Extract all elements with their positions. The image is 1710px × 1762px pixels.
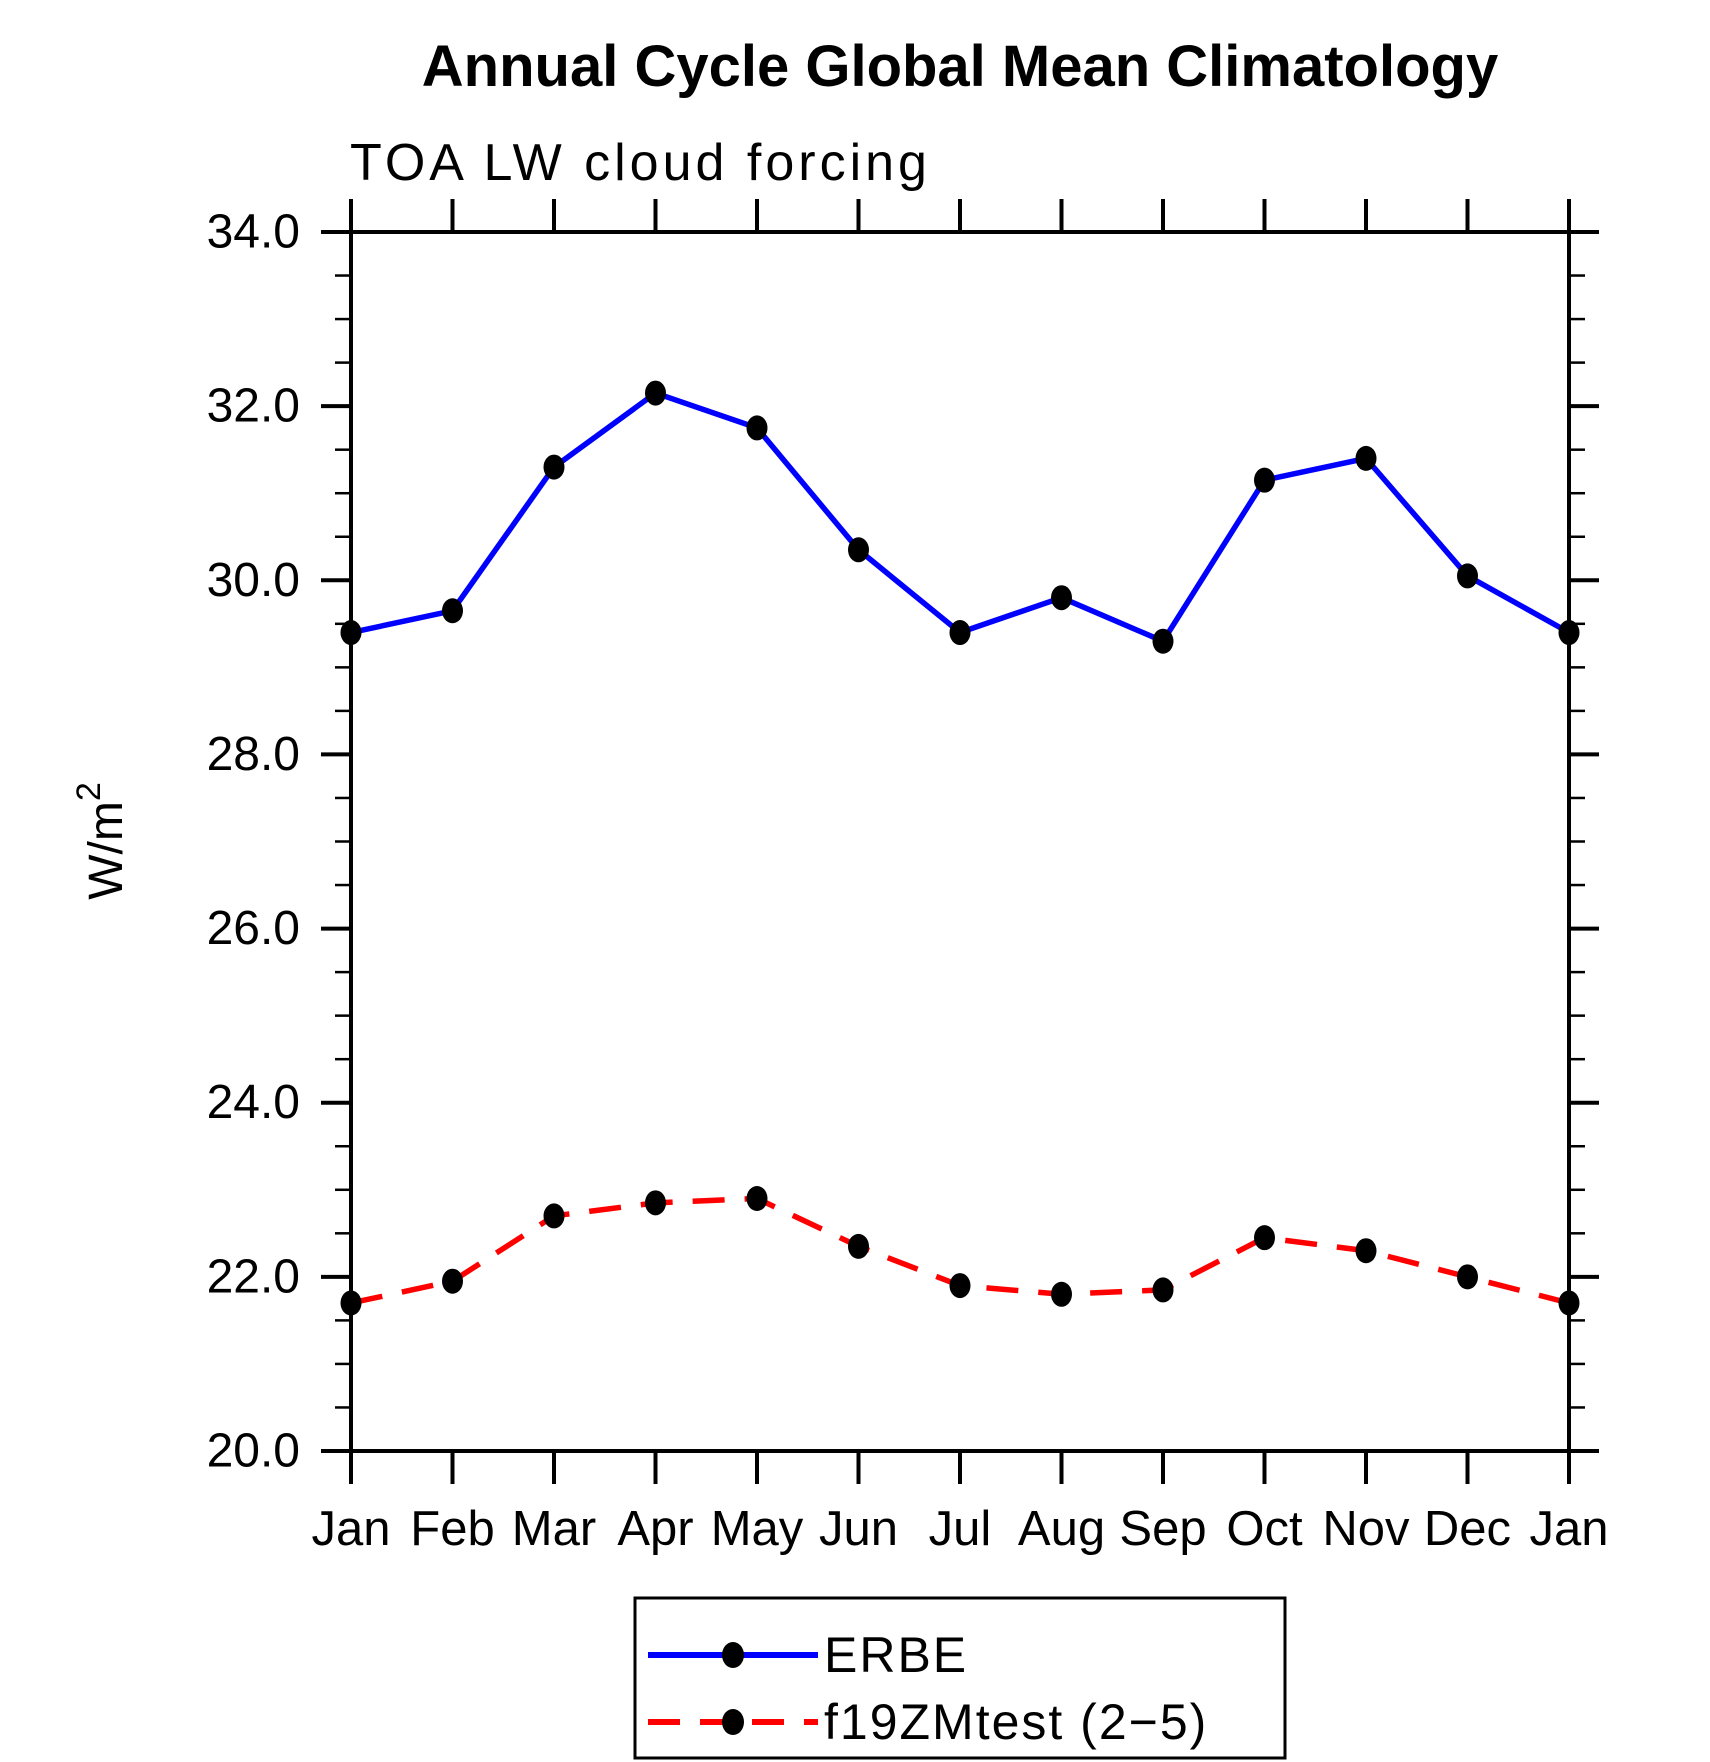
data-point-marker: [949, 1273, 971, 1299]
legend-marker-f19zmtest: [722, 1709, 744, 1735]
data-point-marker: [1254, 1225, 1275, 1251]
data-point-marker: [848, 537, 869, 563]
data-point-marker: [340, 620, 362, 646]
legend: ERBE f19ZMtest (2−5): [633, 1596, 1287, 1760]
legend-box: [633, 1596, 1287, 1760]
x-tick-label: Jan: [1529, 1502, 1608, 1556]
data-point-marker: [848, 1233, 869, 1259]
data-point-marker: [1355, 1238, 1377, 1264]
y-tick-label: 24.0: [207, 1076, 300, 1129]
data-point-marker: [1051, 585, 1072, 611]
y-tick-label: 34.0: [207, 206, 300, 259]
x-tick-label: Mar: [512, 1502, 596, 1556]
y-tick-label: 30.0: [207, 554, 300, 607]
y-tick-label: 22.0: [207, 1250, 300, 1303]
x-tick-label: Sep: [1119, 1502, 1206, 1556]
data-point-marker: [543, 1203, 565, 1229]
chart-subtitle: TOA LW cloud forcing: [350, 134, 931, 192]
data-point-marker: [1254, 467, 1275, 493]
data-point-marker: [1355, 445, 1377, 471]
x-tick-label: Jan: [311, 1502, 390, 1556]
data-point-marker: [645, 1190, 666, 1216]
y-axis-label-exponent: 2: [70, 782, 108, 801]
data-point-marker: [746, 415, 768, 441]
plot-frame: [349, 230, 1571, 1453]
legend-label-erbe: ERBE: [824, 1627, 968, 1683]
data-point-marker: [949, 620, 971, 646]
x-tick-label: Aug: [1018, 1502, 1105, 1556]
x-tick-label: Oct: [1226, 1502, 1303, 1556]
data-point-marker: [1558, 620, 1580, 646]
y-tick-label: 20.0: [207, 1425, 300, 1478]
y-tick-label: 26.0: [207, 902, 300, 955]
x-tick-label: May: [711, 1502, 804, 1556]
data-point-marker: [1152, 1277, 1174, 1303]
y-tick-label: 28.0: [207, 728, 300, 781]
data-point-marker: [340, 1290, 362, 1316]
data-point-marker: [645, 380, 666, 406]
legend-marker-erbe: [722, 1642, 744, 1668]
data-point-marker: [442, 598, 463, 624]
y-axis-label-base: W/m: [80, 801, 133, 900]
y-axis-label: W/m2: [70, 782, 133, 900]
chart-title: Annual Cycle Global Mean Climatology: [422, 34, 1498, 99]
x-tick-label: Jul: [929, 1502, 992, 1556]
y-tick-label: 32.0: [207, 380, 300, 433]
series-layer: [340, 380, 1580, 1316]
axes: Jan Feb Mar Apr May Jun Jul Aug Sep Oct Nov Dec Jan2…: [207, 199, 1609, 1556]
series-line-0: [350, 390, 1571, 645]
x-tick-label: Feb: [410, 1502, 494, 1556]
x-tick-label: Apr: [617, 1502, 693, 1556]
x-tick-label: Nov: [1322, 1502, 1410, 1556]
data-point-marker: [1152, 628, 1174, 654]
data-point-marker: [543, 454, 565, 480]
data-point-marker: [1051, 1281, 1072, 1307]
data-point-marker: [1457, 1264, 1478, 1290]
legend-label-f19zmtest: f19ZMtest (2−5): [824, 1694, 1208, 1750]
data-point-marker: [1558, 1290, 1580, 1316]
data-point-marker: [746, 1185, 768, 1211]
x-tick-label: Jun: [819, 1502, 898, 1556]
data-point-marker: [442, 1268, 463, 1294]
data-point-marker: [1457, 563, 1478, 589]
x-tick-label: Dec: [1424, 1502, 1511, 1556]
